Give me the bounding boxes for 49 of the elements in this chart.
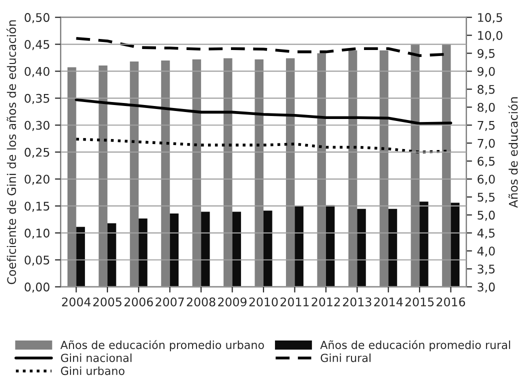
x-tick-label: 2015 bbox=[405, 297, 434, 306]
x-tick-label: 2006 bbox=[124, 297, 153, 306]
y-tick-label: 0,25 bbox=[24, 148, 50, 158]
line-series bbox=[74, 138, 452, 154]
y2-axis-title: Años de educación bbox=[508, 97, 518, 208]
y-tick-label: 0,10 bbox=[24, 228, 50, 239]
y-tick-label: 0,50 bbox=[24, 13, 50, 24]
y2-tick-label: 3,5 bbox=[478, 264, 495, 275]
x-tick-label: 2012 bbox=[312, 297, 340, 306]
y-tick-label: 0,20 bbox=[24, 174, 50, 185]
x-tick-label: 2007 bbox=[156, 297, 184, 306]
y-tick-label: 0,30 bbox=[24, 120, 50, 131]
y2-tick-label: 5,0 bbox=[478, 210, 495, 221]
y-tick-label: 0,40 bbox=[24, 66, 50, 78]
legend-label: Años de educación promedio rural bbox=[320, 340, 510, 352]
y2-tick-label: 4,0 bbox=[477, 246, 495, 257]
x-tick-label: 2016 bbox=[436, 297, 466, 306]
y2-tick-label: 4,5 bbox=[477, 228, 495, 239]
y2-tick-label: 3,0 bbox=[478, 282, 495, 293]
line-series bbox=[74, 98, 452, 125]
x-tick-label: 2011 bbox=[280, 297, 309, 306]
y2-tick-label: 6,0 bbox=[478, 174, 495, 185]
legend-label: Gini urbano bbox=[60, 366, 124, 376]
y2-tick-label: 7,5 bbox=[478, 121, 495, 131]
x-tick-label: 2013 bbox=[342, 297, 372, 306]
y2-tick-label: 8,5 bbox=[478, 84, 495, 96]
x-tick-label: 2009 bbox=[218, 297, 246, 306]
y-tick-label: 0,45 bbox=[24, 40, 50, 50]
y-axis-title: Coeficiente de Gini de los años de educación bbox=[6, 20, 16, 284]
y2-tick-label: 9,5 bbox=[478, 48, 495, 60]
y2-tick-label: 10,5 bbox=[478, 13, 502, 24]
y-tick-label: 0,05 bbox=[24, 256, 50, 266]
legend-label: Gini nacional bbox=[60, 353, 132, 362]
x-tick-label: 2008 bbox=[186, 297, 216, 306]
y2-tick-label: 5,5 bbox=[478, 192, 495, 203]
y-tick-label: 0,00 bbox=[24, 282, 50, 293]
x-tick-label: 2004 bbox=[62, 297, 91, 306]
x-tick-label: 2014 bbox=[374, 297, 403, 306]
y2-tick-label: 8,0 bbox=[478, 102, 495, 114]
x-tick-label: 2005 bbox=[93, 297, 122, 306]
y-tick-label: 0,35 bbox=[24, 94, 50, 104]
y2-tick-label: 7,0 bbox=[478, 138, 495, 149]
y2-tick-label: 6,5 bbox=[478, 156, 495, 167]
y2-tick-label: 9,0 bbox=[478, 66, 495, 78]
legend-label: Gini rural bbox=[320, 353, 371, 362]
y2-tick-label: 10,0 bbox=[478, 31, 502, 42]
legend-label: Años de educación promedio urbano bbox=[60, 340, 264, 352]
x-tick-label: 2010 bbox=[249, 297, 278, 306]
y-tick-label: 0,15 bbox=[24, 202, 50, 212]
